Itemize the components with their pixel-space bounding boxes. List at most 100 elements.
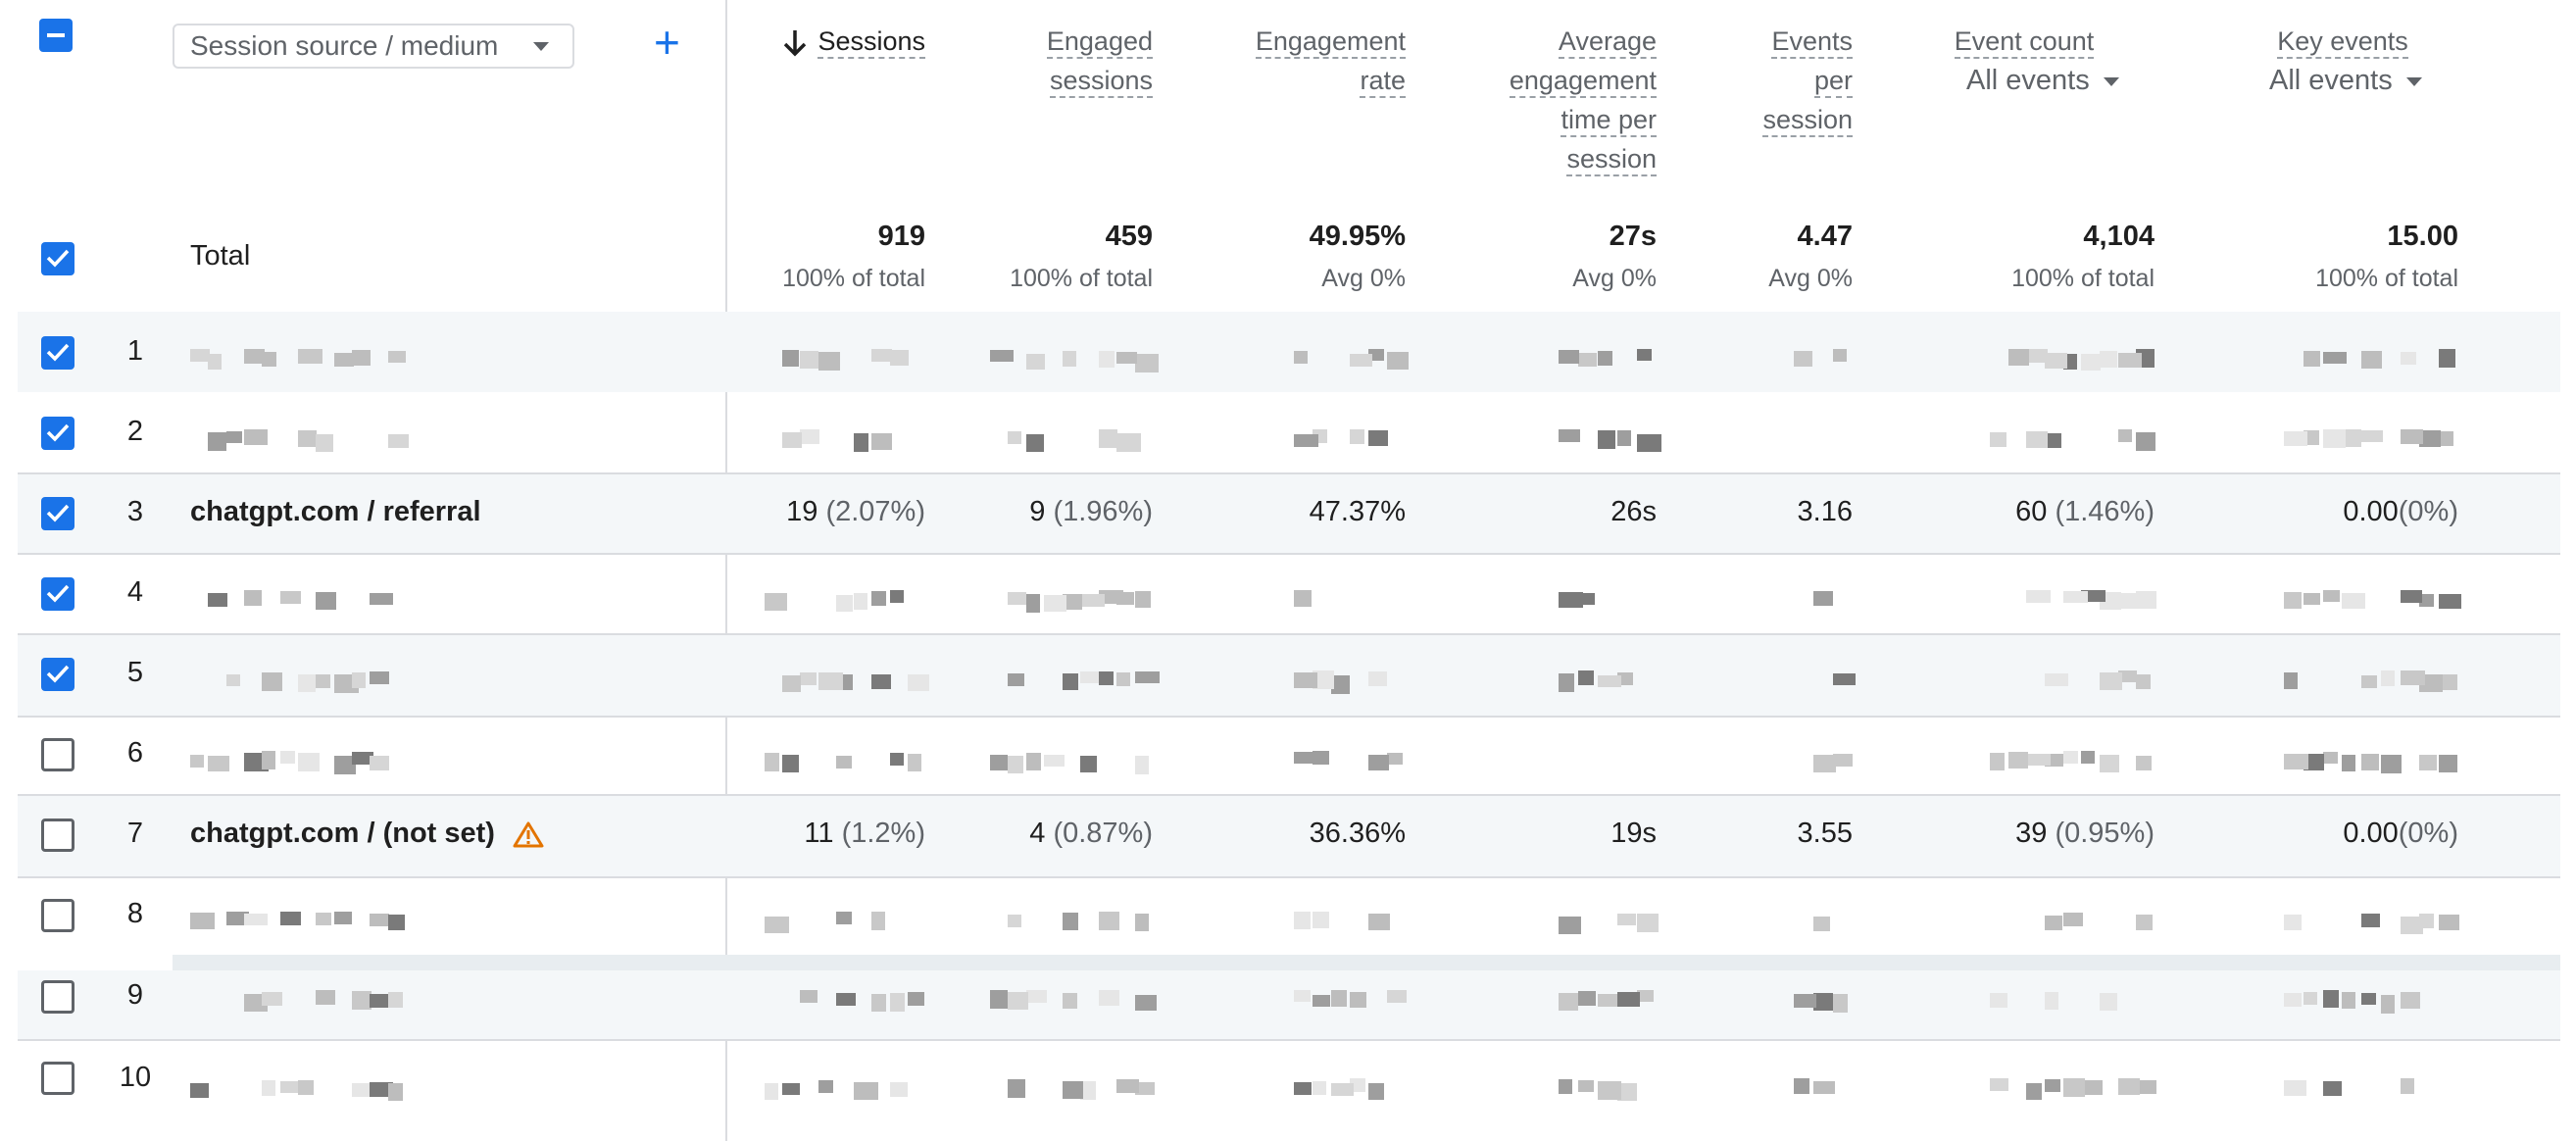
column-header-average-engagement-time[interactable]: Average engagement time per session	[1461, 22, 1657, 178]
redacted-pixel	[800, 351, 819, 369]
column-header-event-count[interactable]: Event count	[1921, 22, 2127, 61]
row-checkbox[interactable]	[41, 819, 74, 852]
redacted-pixel	[2400, 917, 2423, 934]
redacted-pixel	[1990, 753, 2005, 770]
redacted-pixel	[1578, 1080, 1594, 1092]
redacted-pixel	[2322, 752, 2338, 764]
redacted-pixel	[2380, 670, 2395, 686]
redacted-pixel	[298, 1080, 314, 1095]
redacted-pixel	[333, 756, 356, 774]
redacted-pixel	[225, 912, 249, 925]
redacted-pixel	[2045, 992, 2058, 1010]
redacted-pixel	[387, 351, 406, 363]
table-row[interactable]	[18, 392, 2560, 472]
redacted-pixel	[2284, 672, 2298, 689]
redacted-pixel	[1008, 673, 1025, 686]
redacted-pixel	[316, 434, 334, 452]
redacted-pixel	[854, 1082, 879, 1100]
redacted-pixel	[1387, 990, 1407, 1003]
redacted-pixel	[2380, 755, 2402, 773]
row-number: 6	[126, 737, 144, 769]
cell-engagement-rate: 47.37%	[1309, 496, 1406, 527]
row-checkbox[interactable]	[41, 899, 74, 932]
redacted-pixel	[2136, 591, 2157, 609]
select-all-checkbox[interactable]	[39, 19, 73, 52]
redacted-pixel	[2439, 915, 2460, 930]
dimension-value[interactable]: chatgpt.com / (not set)	[190, 818, 544, 850]
redacted-pixel	[2439, 349, 2456, 368]
redacted-pixel	[352, 672, 366, 688]
event-count-filter-select[interactable]: All events	[1966, 65, 2119, 97]
redacted-pixel	[2062, 751, 2078, 764]
table-row[interactable]	[18, 474, 2560, 555]
redacted-pixel	[1813, 591, 1833, 606]
redacted-pixel	[352, 991, 372, 1010]
redacted-pixel	[298, 430, 317, 447]
redacted-pixel	[1387, 753, 1403, 765]
redacted-pixel	[1794, 1078, 1809, 1094]
redacted-pixel	[2284, 915, 2302, 930]
redacted-pixel	[244, 429, 268, 445]
column-header-key-events[interactable]: Key events	[2254, 22, 2431, 61]
redacted-pixel	[316, 913, 332, 925]
redacted-pixel	[244, 994, 268, 1012]
total-checkbox[interactable]	[41, 242, 74, 275]
table-row[interactable]	[18, 718, 2560, 798]
row-checkbox[interactable]	[41, 577, 74, 611]
redacted-pixel	[2400, 1078, 2414, 1094]
table-row[interactable]	[18, 796, 2560, 876]
redacted-pixel	[1044, 595, 1067, 612]
redacted-pixel	[1331, 675, 1350, 694]
key-events-filter-select[interactable]: All events	[2269, 65, 2422, 97]
redacted-pixel	[370, 914, 390, 926]
row-checkbox[interactable]	[41, 497, 74, 530]
redacted-pixel	[1134, 1082, 1155, 1095]
chevron-down-icon	[2405, 76, 2422, 86]
redacted-pixel	[2342, 429, 2362, 447]
redacted-pixel	[2322, 352, 2347, 364]
redacted-pixel	[225, 674, 240, 686]
redacted-pixel	[1598, 430, 1615, 449]
add-dimension-button[interactable]: +	[654, 17, 680, 68]
column-header-sessions[interactable]: Sessions	[765, 22, 925, 61]
redacted-pixel	[1813, 1081, 1835, 1094]
redacted-pixel	[2284, 993, 2302, 1007]
cell-event-count: 39 (0.95%)	[2015, 818, 2155, 849]
redacted-pixel	[2117, 1078, 2140, 1095]
redacted-pixel	[1008, 1079, 1026, 1098]
redacted-pixel	[1368, 914, 1390, 930]
table-row[interactable]	[18, 970, 2560, 1039]
column-header-engaged-sessions[interactable]: Engaged sessions	[980, 22, 1153, 100]
row-checkbox[interactable]	[41, 1062, 74, 1095]
redacted-pixel	[1990, 432, 2006, 447]
redacted-pixel	[2081, 354, 2102, 371]
dimension-value[interactable]: chatgpt.com / referral	[190, 496, 481, 527]
redacted-pixel	[782, 675, 802, 692]
row-checkbox[interactable]	[41, 658, 74, 691]
dimension-select[interactable]: Session source / medium	[173, 24, 574, 69]
row-number: 8	[126, 898, 144, 929]
row-divider	[18, 472, 2560, 474]
redacted-pixel	[2026, 349, 2049, 363]
column-header-engagement-rate[interactable]: Engagement rate	[1206, 22, 1406, 100]
redacted-pixel	[2045, 673, 2068, 686]
warning-icon[interactable]	[513, 820, 544, 848]
redacted-pixel	[2007, 752, 2028, 769]
redacted-pixel	[1598, 675, 1621, 687]
table-row[interactable]	[18, 555, 2560, 635]
redacted-pixel	[1008, 592, 1027, 605]
redacted-pixel	[2100, 672, 2122, 690]
row-checkbox[interactable]	[41, 738, 74, 771]
redacted-pixel	[2361, 351, 2383, 369]
row-checkbox[interactable]	[41, 980, 74, 1014]
redacted-pixel	[2322, 429, 2346, 448]
row-checkbox[interactable]	[41, 417, 74, 450]
redacted-pixel	[1559, 993, 1578, 1011]
redacted-pixel	[907, 754, 921, 771]
redacted-pixel	[871, 912, 886, 930]
table-row[interactable]	[18, 635, 2560, 716]
row-checkbox[interactable]	[41, 336, 74, 370]
redacted-pixel	[889, 1082, 908, 1097]
redacted-pixel	[1617, 992, 1640, 1007]
column-header-events-per-session[interactable]: Events per session	[1715, 22, 1853, 139]
